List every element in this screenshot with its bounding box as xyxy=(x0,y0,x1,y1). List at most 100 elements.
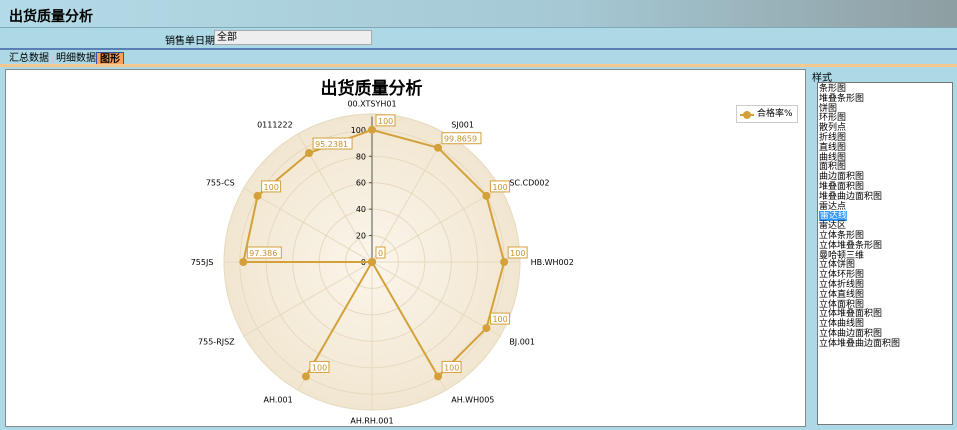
data-label-box xyxy=(489,312,510,325)
category-label: 755-CS xyxy=(206,179,235,188)
chart-title: 出货质量分析 xyxy=(320,79,423,99)
style-option[interactable]: 环形图 xyxy=(818,113,952,123)
style-option-label: 曲边面积图 xyxy=(819,172,865,183)
radial-tick-label: 100 xyxy=(351,126,366,135)
date-filter-input[interactable]: 全部 xyxy=(214,30,372,45)
tab-bar: 汇总数据 明细数据 图形 xyxy=(0,48,957,67)
tab-summary[interactable]: 汇总数据 xyxy=(9,53,49,64)
style-option-label: 立体堆叠面积图 xyxy=(819,309,883,320)
style-option-label: 折线图 xyxy=(819,132,847,143)
chart-style-list[interactable]: 条形图 堆叠条形图 饼图 环形图 散列点 折线图 直线图 曲线图 面积图 曲边面积图 堆叠面积图 堆叠… xyxy=(817,82,953,425)
style-option-label: 雷达区 xyxy=(819,221,847,232)
category-label: AH.001 xyxy=(264,395,293,404)
style-option-label: 堆叠条形图 xyxy=(819,93,865,104)
date-filter-label: 销售单日期 xyxy=(165,36,215,47)
style-option-label: 曲线图 xyxy=(819,152,847,163)
style-option-label: 立体曲边面积图 xyxy=(819,328,883,339)
data-point xyxy=(482,191,491,200)
style-option-label: 立体面积图 xyxy=(819,299,865,310)
data-label: 100 xyxy=(492,183,507,192)
data-point xyxy=(301,372,310,381)
style-option[interactable]: 立体曲边面积图 xyxy=(818,329,952,339)
radial-tick-label: 40 xyxy=(356,205,366,214)
style-option[interactable]: 折线图 xyxy=(818,133,952,143)
style-option[interactable]: 雷达点 xyxy=(818,202,952,212)
data-label-box xyxy=(507,246,528,259)
data-point xyxy=(482,324,491,333)
style-option[interactable]: 立体条形图 xyxy=(818,231,952,241)
style-option-label: 立体曲线图 xyxy=(819,319,865,330)
style-option-label: 面积图 xyxy=(819,162,847,173)
data-point xyxy=(253,191,262,200)
style-option[interactable]: 立体折线图 xyxy=(818,280,952,290)
style-option-label: 条形图 xyxy=(819,84,847,94)
style-option[interactable]: 堆叠条形图 xyxy=(818,94,952,104)
data-label-box xyxy=(261,180,282,193)
style-label: 样式 xyxy=(812,73,832,84)
data-label: 100 xyxy=(264,183,279,192)
category-label: AH.RH.001 xyxy=(350,417,393,426)
style-option[interactable]: 立体堆叠曲边面积图 xyxy=(818,339,952,349)
style-option-label: 雷达线 xyxy=(819,211,848,222)
category-label: 755-RJSZ xyxy=(198,337,235,346)
data-label-box xyxy=(375,246,386,259)
style-option[interactable]: 条形图 xyxy=(818,84,952,94)
style-option-label: 饼图 xyxy=(819,103,838,114)
style-option[interactable]: 立体堆叠条形图 xyxy=(818,241,952,251)
style-option[interactable]: 曲边面积图 xyxy=(818,172,952,182)
style-option-label: 曼哈顿三维 xyxy=(819,250,865,261)
data-label: 100 xyxy=(510,249,525,258)
style-option[interactable]: 立体饼图 xyxy=(818,260,952,270)
style-option[interactable]: 立体直线图 xyxy=(818,290,952,300)
data-label-box xyxy=(309,360,330,373)
style-option[interactable]: 面积图 xyxy=(818,162,952,172)
category-label: 00.XTSYH01 xyxy=(347,99,396,108)
style-option[interactable]: 雷达区 xyxy=(818,221,952,231)
grid-spoke xyxy=(371,261,501,337)
tab-detail[interactable]: 明细数据 xyxy=(52,52,99,67)
data-label: 0 xyxy=(378,249,383,258)
data-point xyxy=(305,149,314,158)
data-point xyxy=(500,258,509,266)
data-label-box xyxy=(441,132,482,145)
style-option[interactable]: 立体面积图 xyxy=(818,300,952,310)
data-label-box xyxy=(246,246,282,259)
radial-tick-label: 60 xyxy=(356,179,366,188)
window-title: 出货质量分析 xyxy=(9,9,93,25)
category-label: 755JS xyxy=(191,258,214,267)
data-label-box xyxy=(375,114,396,127)
legend: 合格率% xyxy=(736,105,798,123)
category-label: HB.WH002 xyxy=(531,258,574,267)
style-option[interactable]: 曼哈顿三维 xyxy=(818,251,952,261)
style-option[interactable]: 曲线图 xyxy=(818,153,952,163)
style-option-label: 散列点 xyxy=(819,123,847,134)
data-label: 95.2381 xyxy=(315,140,348,149)
radial-tick-label: 20 xyxy=(356,232,366,241)
data-point xyxy=(239,258,248,266)
legend-marker-icon xyxy=(743,111,751,119)
style-option[interactable]: 饼图 xyxy=(818,104,952,114)
style-option-label: 立体环形图 xyxy=(819,270,865,281)
style-option[interactable]: 立体堆叠面积图 xyxy=(818,309,952,319)
data-label: 100 xyxy=(444,363,459,372)
style-option[interactable]: 雷达线 xyxy=(818,211,952,221)
style-option[interactable]: 堆叠面积图 xyxy=(818,182,952,192)
style-option[interactable]: 堆叠曲边面积图 xyxy=(818,192,952,202)
style-option[interactable]: 直线图 xyxy=(818,143,952,153)
style-option[interactable]: 立体环形图 xyxy=(818,270,952,280)
grid-spoke xyxy=(371,133,447,263)
style-option-label: 立体堆叠条形图 xyxy=(819,240,883,251)
style-panel: 样式 条形图 堆叠条形图 饼图 环形图 散列点 折线图 直线图 曲线图 面积图 曲边面积图 堆叠面积… xyxy=(810,69,955,427)
data-label: 100 xyxy=(378,117,393,126)
style-option[interactable]: 散列点 xyxy=(818,123,952,133)
style-option-label: 立体条形图 xyxy=(819,230,865,241)
style-option-label: 立体直线图 xyxy=(819,289,865,300)
data-label: 99.8659 xyxy=(444,135,477,144)
category-label: AH.WH005 xyxy=(451,395,494,404)
data-label: 100 xyxy=(312,363,327,372)
title-bar: 出货质量分析 xyxy=(0,0,957,28)
style-option[interactable]: 立体曲线图 xyxy=(818,319,952,329)
category-label: SC.CD002 xyxy=(509,179,549,188)
data-point xyxy=(368,258,376,266)
style-option-label: 立体折线图 xyxy=(819,279,865,290)
